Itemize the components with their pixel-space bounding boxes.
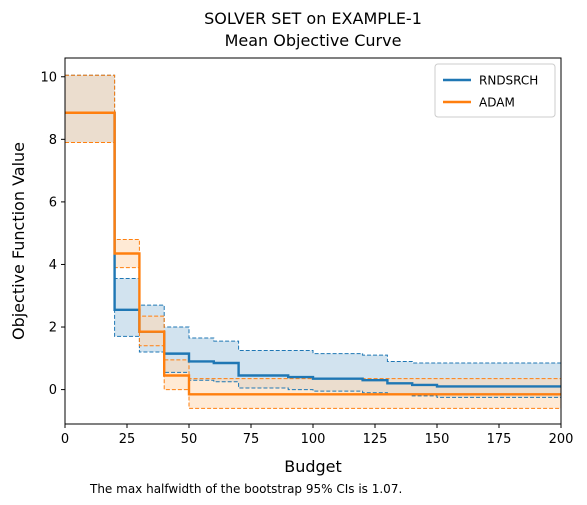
x-tick-label: 200 <box>549 432 574 447</box>
plot-area <box>65 74 561 409</box>
y-tick-label: 6 <box>49 195 57 210</box>
legend: RNDSRCH ADAM <box>434 63 556 118</box>
x-tick-label: 75 <box>243 432 260 447</box>
x-tick-label: 0 <box>61 432 69 447</box>
ci-band-rndsrch <box>65 75 561 398</box>
chart-title-line-1: SOLVER SET on EXAMPLE-1 <box>204 9 422 28</box>
legend-label-rndsrch: RNDSRCH <box>479 74 538 88</box>
mean-line-adam <box>65 111 561 396</box>
x-tick-label: 175 <box>487 432 512 447</box>
y-tick-label: 4 <box>49 258 57 273</box>
x-tick-label: 100 <box>301 432 326 447</box>
y-axis-label: Objective Function Value <box>9 142 28 340</box>
legend-label-adam: ADAM <box>479 96 515 110</box>
ci-upper-line-adam <box>65 74 561 380</box>
x-axis: 0 25 50 75 100 125 150 175 200 <box>61 424 574 447</box>
ci-band-adam <box>65 75 561 409</box>
chart-title-line-2: Mean Objective Curve <box>225 31 402 50</box>
legend-box <box>434 63 556 118</box>
x-tick-label: 25 <box>119 432 136 447</box>
y-tick-label: 10 <box>40 70 57 85</box>
y-tick-label: 8 <box>49 133 57 148</box>
ci-lower-line-adam <box>65 141 561 409</box>
y-axis: 0 2 4 6 8 10 <box>40 70 65 398</box>
x-tick-label: 50 <box>181 432 198 447</box>
x-axis-label: Budget <box>284 457 342 476</box>
ci-footnote: The max halfwidth of the bootstrap 95% C… <box>89 482 402 496</box>
y-tick-label: 0 <box>49 383 57 398</box>
ci-upper-line-rndsrch <box>65 74 561 364</box>
x-tick-label: 150 <box>425 432 450 447</box>
y-tick-label: 2 <box>49 321 57 336</box>
x-tick-label: 125 <box>363 432 388 447</box>
